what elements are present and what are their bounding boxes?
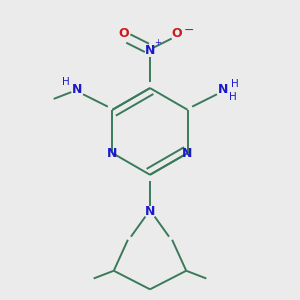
- Text: N: N: [182, 147, 193, 160]
- Text: O: O: [171, 27, 181, 40]
- Text: N: N: [72, 83, 82, 96]
- Text: +: +: [154, 38, 161, 47]
- Text: N: N: [218, 83, 228, 96]
- Text: N: N: [145, 206, 155, 218]
- Text: H: H: [231, 79, 239, 89]
- Text: −: −: [184, 24, 194, 37]
- Text: H: H: [62, 77, 70, 87]
- Text: H: H: [229, 92, 237, 102]
- Text: N: N: [107, 147, 118, 160]
- Text: N: N: [145, 44, 155, 57]
- Text: O: O: [118, 27, 129, 40]
